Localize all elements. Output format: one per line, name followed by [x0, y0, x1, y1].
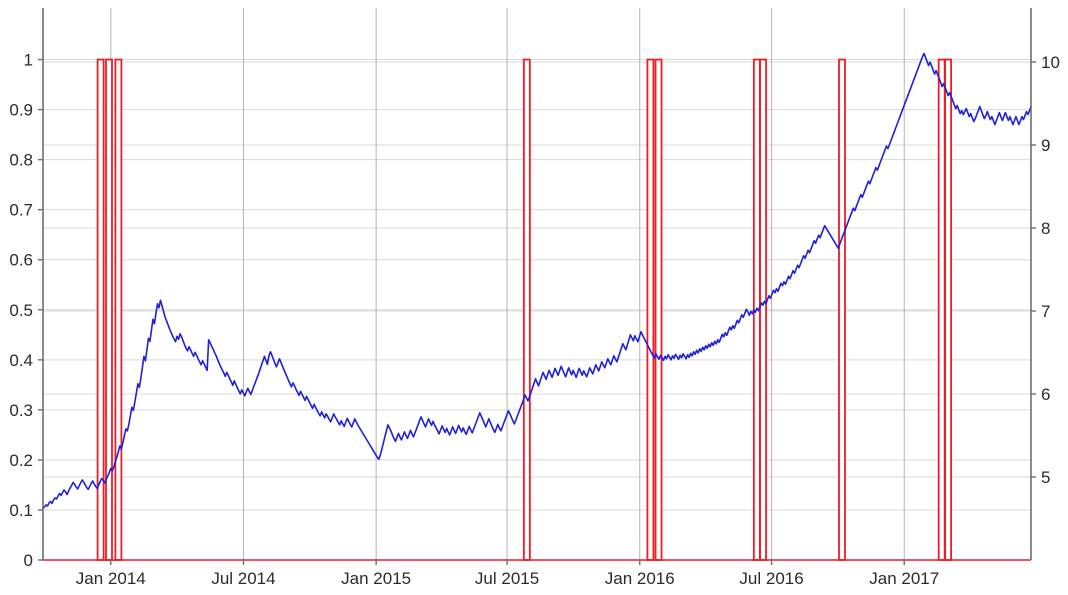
x-tick-label: Jan 2015	[341, 569, 411, 588]
x-axis-ticks	[110, 560, 905, 565]
right-tick-label: 9	[1041, 136, 1050, 155]
event-marker	[105, 58, 113, 561]
left-tick-label: 0.8	[9, 151, 33, 170]
horizontal-gridlines	[43, 59, 1031, 511]
price-line	[42, 52, 1032, 510]
left-tick-label: 0.3	[9, 401, 33, 420]
right-tick-label: 8	[1041, 219, 1050, 238]
x-tick-label: Jan 2014	[76, 569, 146, 588]
x-axis-tick-labels: Jan 2014 Jul 2014 Jan 2015 Jul 2015 Jan 2016…	[76, 569, 939, 588]
event-marker	[937, 58, 946, 561]
x-tick-label: Jul 2016	[739, 569, 803, 588]
right-tick-label: 5	[1041, 468, 1050, 487]
left-axis-tick-labels: 0 0.1 0.2 0.3 0.4 0.5 0.6 0.7 0.8 0.9 1	[9, 51, 33, 570]
right-tick-label: 7	[1041, 302, 1050, 321]
left-tick-label: 0.5	[9, 301, 33, 320]
x-tick-label: Jan 2017	[869, 569, 939, 588]
x-tick-label: Jul 2015	[475, 569, 539, 588]
event-marker	[654, 58, 663, 561]
event-marker	[838, 58, 846, 561]
event-marker	[522, 58, 531, 561]
event-marker	[114, 58, 123, 561]
left-tick-label: 0.6	[9, 251, 33, 270]
left-tick-label: 0.7	[9, 201, 33, 220]
event-marker	[646, 58, 655, 561]
left-tick-label: 0.9	[9, 101, 33, 120]
event-marker	[944, 58, 953, 561]
event-marker	[759, 58, 767, 561]
right-tick-label: 6	[1041, 385, 1050, 404]
left-tick-label: 0.2	[9, 451, 33, 470]
right-axis-ticks	[1031, 61, 1036, 478]
right-axis-tick-labels: 5 6 7 8 9 10	[1041, 53, 1060, 487]
left-tick-label: 0.1	[9, 501, 33, 520]
x-tick-label: Jul 2014	[211, 569, 275, 588]
x-tick-label: Jan 2016	[605, 569, 675, 588]
right-tick-label: 10	[1041, 53, 1060, 72]
left-tick-label: 0.4	[9, 351, 33, 370]
left-tick-label: 1	[24, 51, 33, 70]
left-axis-ticks	[38, 58, 43, 561]
left-tick-label: 0	[24, 551, 33, 570]
